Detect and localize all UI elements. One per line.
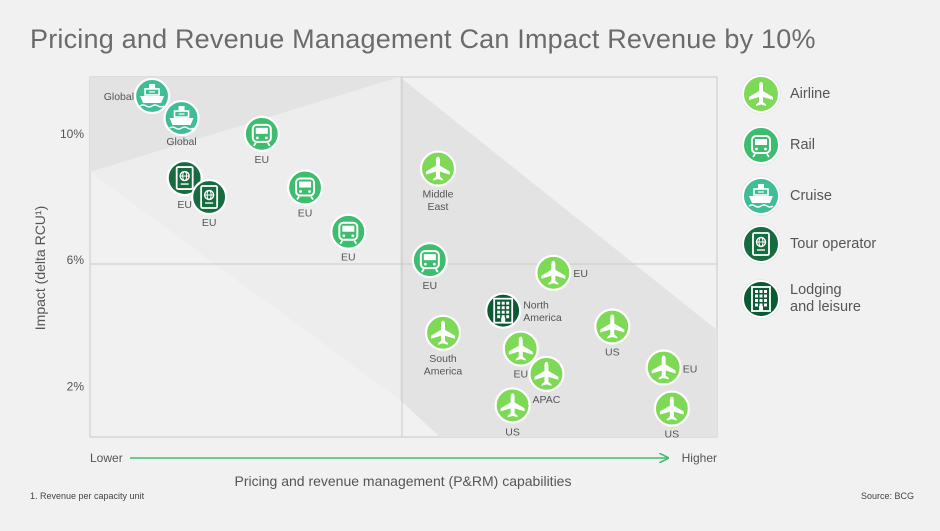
- point-label: EU: [298, 208, 313, 220]
- point-label: South America: [424, 353, 463, 378]
- legend-label: Cruise: [790, 187, 832, 204]
- impact-band-center: [90, 77, 400, 400]
- ship-icon: [169, 106, 194, 130]
- source-note: Source: BCG: [860, 491, 914, 501]
- passport-icon: [175, 166, 194, 190]
- data-point-airline: EU: [502, 330, 539, 381]
- plane-icon: [508, 336, 533, 361]
- point-label: EU: [177, 199, 192, 211]
- legend-item: Tour operator: [742, 225, 876, 263]
- train-icon: [295, 177, 316, 201]
- legend-item: Rail: [742, 126, 815, 164]
- point-label: EU: [341, 252, 356, 264]
- data-point-airline: US: [494, 387, 531, 438]
- point-label: EU: [513, 369, 528, 381]
- point-label: US: [665, 429, 680, 441]
- plane-icon: [500, 393, 525, 418]
- data-point-tour-operator: EU: [166, 159, 203, 211]
- data-point-cruise: Global: [163, 99, 200, 148]
- data-point-rail: EU: [243, 115, 280, 166]
- data-point-cruise: Global: [104, 77, 171, 115]
- x-axis-higher-label: Higher: [682, 451, 717, 465]
- y-axis-label: Impact (delta RCU¹): [32, 206, 48, 330]
- x-axis: Lower Higher Pricing and revenue managem…: [90, 451, 717, 489]
- legend-item: Lodging and leisure: [742, 280, 861, 318]
- point-label: Global: [104, 91, 134, 103]
- point-label: US: [605, 346, 620, 358]
- x-axis-label: Pricing and revenue management (P&RM) ca…: [235, 473, 572, 489]
- ship-icon: [742, 177, 780, 215]
- data-point-airline: US: [594, 308, 631, 358]
- train-icon: [742, 126, 780, 164]
- train-icon: [338, 221, 359, 245]
- plane-icon: [534, 361, 559, 386]
- data-point-rail: EU: [411, 242, 448, 292]
- point-label: US: [505, 426, 520, 438]
- data-point-airline: Middle East: [419, 150, 457, 214]
- legend-label: Lodging and leisure: [790, 282, 861, 315]
- chart-title: Pricing and Revenue Management Can Impac…: [30, 24, 816, 54]
- building-icon: [742, 280, 780, 318]
- point-label: Middle East: [423, 189, 454, 214]
- passport-icon: [742, 225, 780, 263]
- data-point-lodging-and-leisure: North America: [485, 292, 562, 329]
- ship-icon: [139, 83, 165, 108]
- plane-icon: [600, 314, 625, 339]
- point-label: North America: [523, 300, 562, 325]
- legend-item: Cruise: [742, 177, 832, 215]
- point-label: EU: [423, 280, 438, 292]
- x-axis-lower-label: Lower: [90, 451, 123, 465]
- plane-icon: [541, 260, 566, 285]
- plane-icon: [659, 396, 684, 421]
- data-point-airline: South America: [424, 314, 463, 378]
- plane-icon: [425, 156, 450, 181]
- data-point-airline: EU: [645, 349, 698, 386]
- data-point-rail: EU: [330, 213, 367, 264]
- data-point-airline: APAC: [528, 355, 565, 406]
- plane-icon: [431, 320, 456, 345]
- point-label: Global: [166, 136, 196, 148]
- data-points: Middle East EU South America EU APAC US US EU US EU…: [104, 77, 698, 441]
- point-label: APAC: [533, 394, 561, 406]
- legend-item: Airline: [742, 75, 830, 113]
- plane-icon: [742, 75, 780, 113]
- y-tick-label: 2%: [67, 379, 85, 393]
- point-label: EU: [573, 268, 588, 280]
- data-point-airline: US: [653, 390, 690, 441]
- train-icon: [251, 123, 272, 147]
- y-axis-ticks: 10% 6% 2%: [60, 127, 84, 394]
- legend-label: Airline: [790, 85, 831, 102]
- plane-icon: [651, 355, 676, 380]
- y-tick-label: 10%: [60, 127, 84, 141]
- data-point-rail: EU: [286, 169, 324, 220]
- building-icon: [493, 297, 514, 324]
- train-icon: [419, 250, 440, 273]
- point-label: EU: [683, 364, 698, 376]
- data-point-airline: EU: [535, 254, 588, 291]
- passport-icon: [200, 185, 219, 209]
- legend-label: Tour operator: [790, 235, 877, 252]
- data-point-tour-operator: EU: [191, 178, 228, 229]
- point-label: EU: [255, 154, 270, 166]
- point-label: EU: [202, 217, 217, 229]
- footnote: 1. Revenue per capacity unit: [30, 491, 145, 501]
- y-tick-label: 6%: [67, 253, 85, 267]
- legend-label: Rail: [790, 136, 815, 153]
